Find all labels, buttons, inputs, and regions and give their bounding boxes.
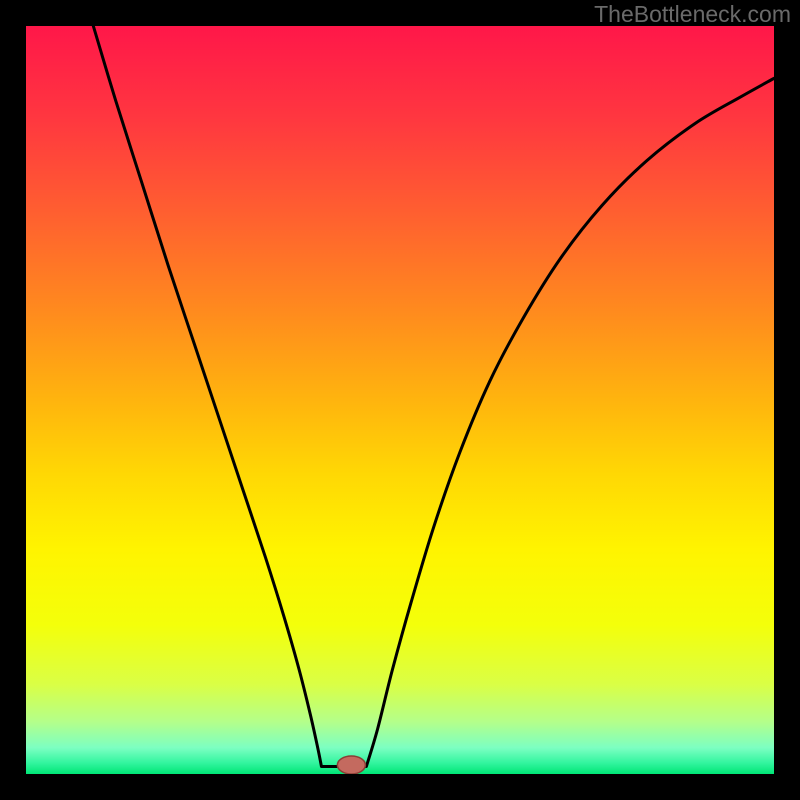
bottleneck-curve	[26, 26, 774, 774]
figure-root: TheBottleneck.com	[0, 0, 800, 800]
plot-area	[26, 26, 774, 774]
watermark-text: TheBottleneck.com	[594, 1, 791, 28]
minimum-marker	[337, 756, 365, 774]
curve-path	[93, 26, 774, 767]
